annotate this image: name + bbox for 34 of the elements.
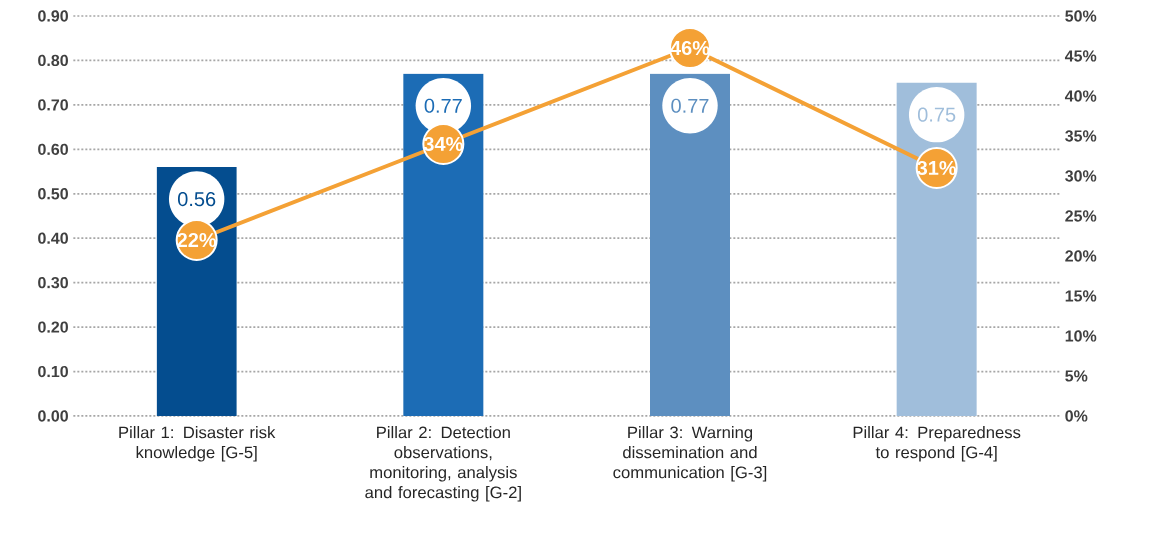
data-label: 0.77 — [671, 98, 709, 113]
y2-tick-label: 25% — [1065, 210, 1097, 222]
x-tick-label: Pillar 1: Disaster risk knowledge [G-5] — [119, 426, 276, 462]
y2-tick-label: 20% — [1065, 250, 1097, 262]
y2-tick-label: 45% — [1064, 50, 1097, 62]
y-tick-label: 0.50 — [38, 188, 68, 200]
y-tick-label: 0.60 — [38, 143, 68, 155]
data-label: 22% — [177, 232, 217, 248]
y2-tick-label: 40% — [1064, 90, 1097, 102]
y-tick-label: 0.40 — [38, 232, 68, 244]
y-tick-label: 0.10 — [38, 365, 68, 378]
data-label: 0.75 — [917, 107, 956, 122]
x-tick-label: Pillar 3: Warning dissemination and communication [G-3] — [613, 426, 767, 482]
bar — [403, 73, 484, 416]
y2-tick-label: 0% — [1065, 410, 1088, 422]
data-label: 0.56 — [177, 192, 216, 207]
data-label: 46% — [670, 40, 710, 56]
data-label: 31% — [917, 160, 957, 176]
y-tick-label: 0.90 — [38, 10, 68, 22]
y2-tick-label: 10% — [1065, 330, 1097, 342]
y2-tick-label: 30% — [1065, 170, 1097, 182]
y2-tick-label: 35% — [1065, 130, 1097, 142]
y-tick-label: 0.30 — [38, 276, 68, 289]
bar — [650, 73, 730, 416]
y2-tick-label: 50% — [1065, 10, 1097, 22]
y-tick-label: 0.00 — [38, 410, 68, 422]
data-label: 0.77 — [424, 98, 462, 113]
x-tick-label: Pillar 2: Detection observations, monitoring, analysis and forecasting [G-2] — [365, 426, 521, 502]
y-tick-label: 0.80 — [38, 54, 68, 67]
y2-tick-label: 5% — [1065, 370, 1088, 382]
y2-tick-label: 15% — [1065, 290, 1097, 302]
y-tick-label: 0.20 — [38, 321, 68, 333]
y-tick-label: 0.70 — [38, 99, 68, 111]
x-tick-label: Pillar 4: Preparedness to respond [G-4] — [853, 426, 1021, 462]
